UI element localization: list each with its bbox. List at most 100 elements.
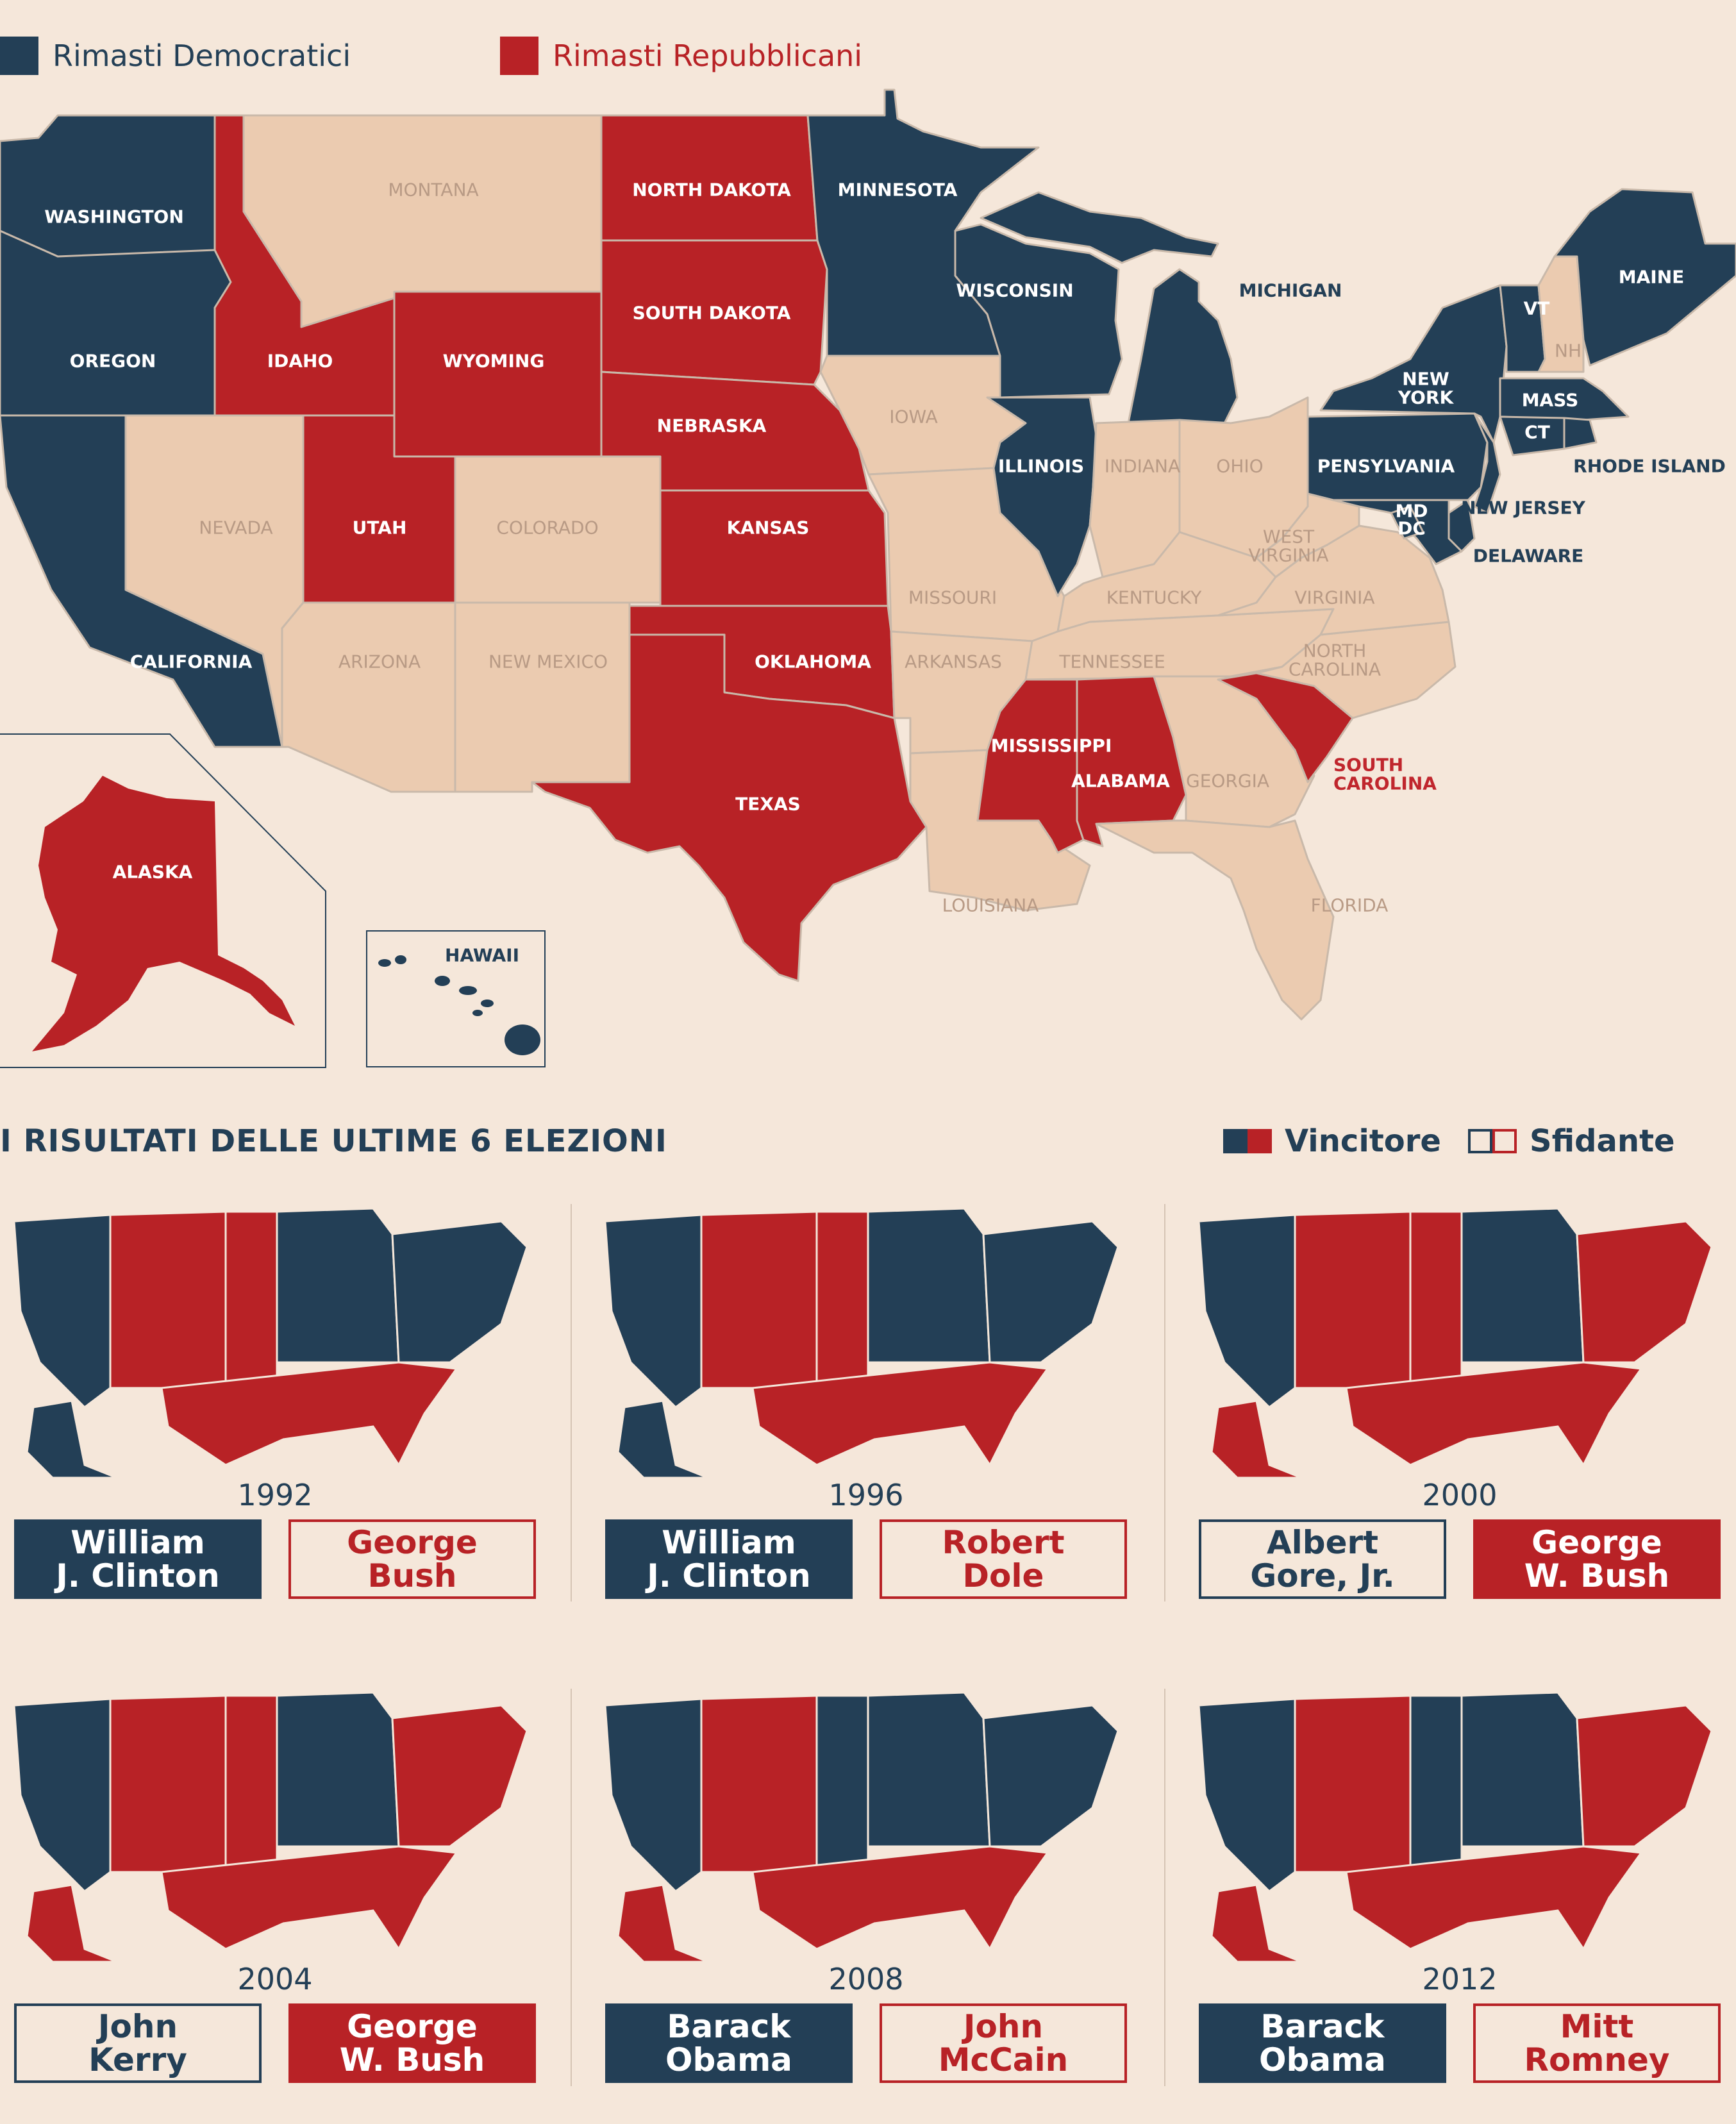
label-washington: WASHINGTON [44, 206, 184, 228]
election-map-1996 [605, 1207, 1119, 1478]
state-mississippi [976, 678, 1085, 854]
candidate-box: George Bush [288, 1519, 536, 1599]
state-alaska [32, 776, 295, 1051]
label-ohio: OHIO [1216, 455, 1264, 477]
region-northeast [982, 1704, 1119, 1848]
label-virginia: VIRGINIA [1294, 587, 1375, 608]
region-south [160, 1361, 458, 1467]
results-title: I RISULTATI DELLE ULTIME 6 ELEZIONI [0, 1123, 667, 1159]
state-maryland [1332, 499, 1463, 565]
legend-rep-swatch [500, 37, 538, 75]
alaska-inset-frame [0, 733, 326, 1068]
election-map-2004 [14, 1691, 528, 1962]
election-map-2012 [1199, 1691, 1713, 1962]
label-south-dakota: SOUTH DAKOTA [632, 302, 791, 324]
region-upper-midwest [867, 1691, 991, 1848]
legend-challenger-label: Sfidante [1530, 1123, 1675, 1159]
label-vermont: VT [1523, 297, 1550, 319]
election-map-2008 [605, 1691, 1119, 1962]
candidate-box: George W. Bush [1473, 1519, 1721, 1599]
region-south [1345, 1845, 1643, 1951]
label-massachusetts: MASS [1521, 389, 1579, 411]
us-main-map [0, 88, 1736, 1068]
legend-winner-label: Vincitore [1285, 1123, 1441, 1159]
label-rhode-island: RHODE ISLAND [1573, 455, 1726, 477]
region-south [1345, 1361, 1643, 1467]
label-delaware: DELAWARE [1473, 545, 1584, 567]
label-montana: MONTANA [388, 179, 479, 201]
challenger-swatch-icon [1468, 1129, 1517, 1153]
divider [1164, 1204, 1165, 1601]
label-minnesota: MINNESOTA [837, 179, 958, 201]
region-west-coast [14, 1214, 112, 1409]
election-map-1992 [14, 1207, 528, 1478]
candidate-box: Barack Obama [1199, 2003, 1446, 2083]
divider [571, 1204, 572, 1601]
candidate-box: Albert Gore, Jr. [1199, 1519, 1446, 1599]
region-mountain [700, 1694, 818, 1873]
region-mountain [1294, 1210, 1412, 1389]
legend-rep-label: Rimasti Repubblicani [553, 38, 863, 73]
election-year: 1996 [828, 1478, 904, 1512]
label-wisconsin: WISCONSIN [956, 280, 1074, 301]
state-new-mexico [454, 601, 631, 793]
label-utah: UTAH [352, 517, 407, 539]
label-wyoming: WYOMING [442, 350, 545, 372]
label-louisiana: LOUISIANA [942, 894, 1039, 916]
region-northeast [1576, 1220, 1713, 1364]
state-wyoming [393, 290, 603, 458]
state-arizona [281, 601, 456, 793]
label-new-mexico: NEW MEXICO [488, 651, 608, 673]
state-oregon [0, 230, 232, 417]
region-southwest-mid [1409, 1694, 1463, 1873]
region-southwest-mid [815, 1694, 869, 1873]
label-north-carolina: NORTH CAROLINA [1288, 640, 1381, 680]
region-northeast [391, 1220, 528, 1364]
region-southwest-mid [815, 1210, 869, 1389]
election-map-2000 [1199, 1207, 1713, 1478]
label-north-dakota: NORTH DAKOTA [632, 179, 791, 201]
legend-winner: Vincitore [1223, 1123, 1441, 1159]
state-texas [531, 633, 928, 982]
label-oregon: OREGON [69, 350, 156, 372]
region-west-coast [605, 1698, 703, 1893]
label-pennsylvania: PENSYLVANIA [1317, 455, 1455, 477]
state-hawaii [378, 955, 540, 1055]
label-tennessee: TENNESSEE [1059, 651, 1165, 673]
label-new-york: NEW YORK [1398, 368, 1454, 408]
region-west-coast [14, 1698, 112, 1893]
region-alaska [1210, 1884, 1302, 1962]
label-west-virginia: WEST VIRGINIA [1248, 526, 1329, 566]
state-north-dakota [600, 114, 819, 242]
region-alaska [617, 1884, 708, 1962]
label-alaska: ALASKA [112, 861, 193, 883]
region-southwest-mid [1409, 1210, 1463, 1389]
winner-swatch-icon [1223, 1129, 1272, 1153]
label-maryland: MD [1395, 500, 1428, 522]
region-mountain [1294, 1694, 1412, 1873]
label-nevada: NEVADA [199, 517, 273, 539]
region-northeast [982, 1220, 1119, 1364]
region-mountain [109, 1694, 227, 1873]
region-northeast [391, 1704, 528, 1848]
region-south [751, 1845, 1049, 1951]
label-connecticut: CT [1524, 421, 1550, 443]
label-illinois: ILLINOIS [997, 455, 1085, 477]
candidate-box: William J. Clinton [14, 1519, 262, 1599]
label-idaho: IDAHO [267, 350, 333, 372]
region-mountain [700, 1210, 818, 1389]
label-iowa: IOWA [889, 406, 938, 428]
label-nebraska: NEBRASKA [656, 415, 767, 437]
region-upper-midwest [867, 1207, 991, 1364]
state-new-jersey [1473, 412, 1501, 514]
region-alaska [617, 1400, 708, 1478]
region-upper-midwest [276, 1207, 400, 1364]
label-south-carolina: SOUTH CAROLINA [1333, 754, 1437, 794]
label-california: CALIFORNIA [129, 651, 253, 673]
legend-dem: Rimasti Democratici [0, 33, 351, 78]
label-alabama: ALABAMA [1071, 770, 1170, 792]
region-west-coast [1199, 1698, 1296, 1893]
state-kansas [659, 489, 889, 607]
label-indiana: INDIANA [1104, 455, 1181, 477]
label-texas: TEXAS [735, 793, 801, 815]
